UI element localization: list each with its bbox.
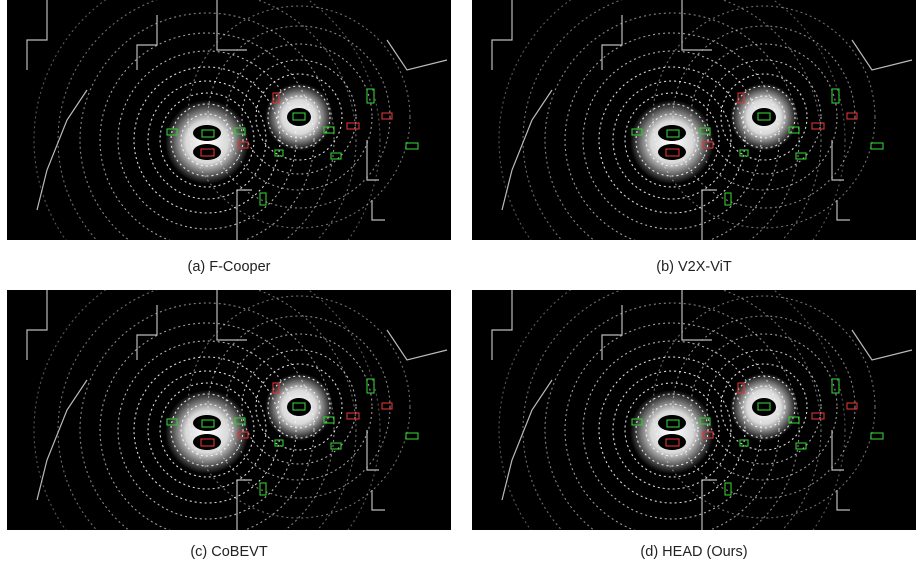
panel-caption: (b) V2X-ViT: [656, 259, 732, 275]
body: (a) F-Cooper (b) V2X-ViT (c) CoBEVT (d) …: [0, 0, 920, 571]
panel-caption: (c) CoBEVT: [190, 544, 267, 560]
panel-caption: (d) HEAD (Ours): [640, 544, 747, 560]
page: {"panels": [ {"caption": "(a) F-Cooper"}…: [0, 0, 920, 571]
panel-image: [472, 257, 916, 571]
panel-image: [7, 257, 451, 571]
figure: (a) F-Cooper (b) V2X-ViT (c) CoBEVT (d) …: [0, 0, 920, 571]
panel-caption: (a) F-Cooper: [188, 259, 271, 275]
